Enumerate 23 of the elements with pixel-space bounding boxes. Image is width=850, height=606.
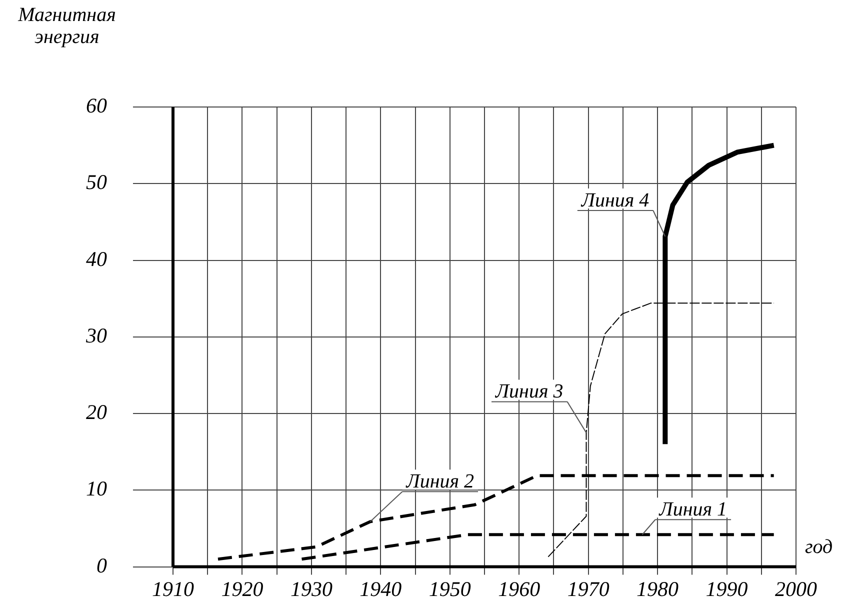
x-tick-label: 1960 bbox=[498, 576, 541, 601]
x-tick-label: 1940 bbox=[360, 576, 402, 601]
y-tick-label: 40 bbox=[86, 246, 108, 271]
x-tick-label: 1910 bbox=[152, 576, 194, 601]
series-label: Линия 2 bbox=[405, 470, 474, 493]
series-label: Линия 1 bbox=[658, 498, 728, 521]
x-tick-label: 1990 bbox=[706, 576, 748, 601]
y-tick-label: 30 bbox=[85, 323, 108, 348]
x-tick-label: 1980 bbox=[636, 576, 680, 601]
x-axis-title: год bbox=[805, 536, 833, 558]
x-tick-label: 2000 bbox=[775, 576, 818, 601]
y-axis-title: Магнитная энергия bbox=[17, 4, 117, 48]
y-tick-label: 10 bbox=[86, 476, 108, 501]
y-tick-label: 0 bbox=[96, 553, 108, 578]
x-tick-label: 1930 bbox=[290, 576, 333, 601]
y-tick-label: 50 bbox=[86, 170, 108, 194]
series-label: Линия 4 bbox=[580, 190, 650, 212]
x-tick-label: 1970 bbox=[567, 576, 610, 601]
x-tick-label: 1920 bbox=[221, 576, 264, 601]
x-tick-label: 1950 bbox=[428, 576, 472, 601]
y-tick-label: 20 bbox=[86, 400, 108, 424]
y-tick-label: 60 bbox=[86, 94, 108, 118]
series-label: Линия 3 bbox=[494, 380, 564, 403]
